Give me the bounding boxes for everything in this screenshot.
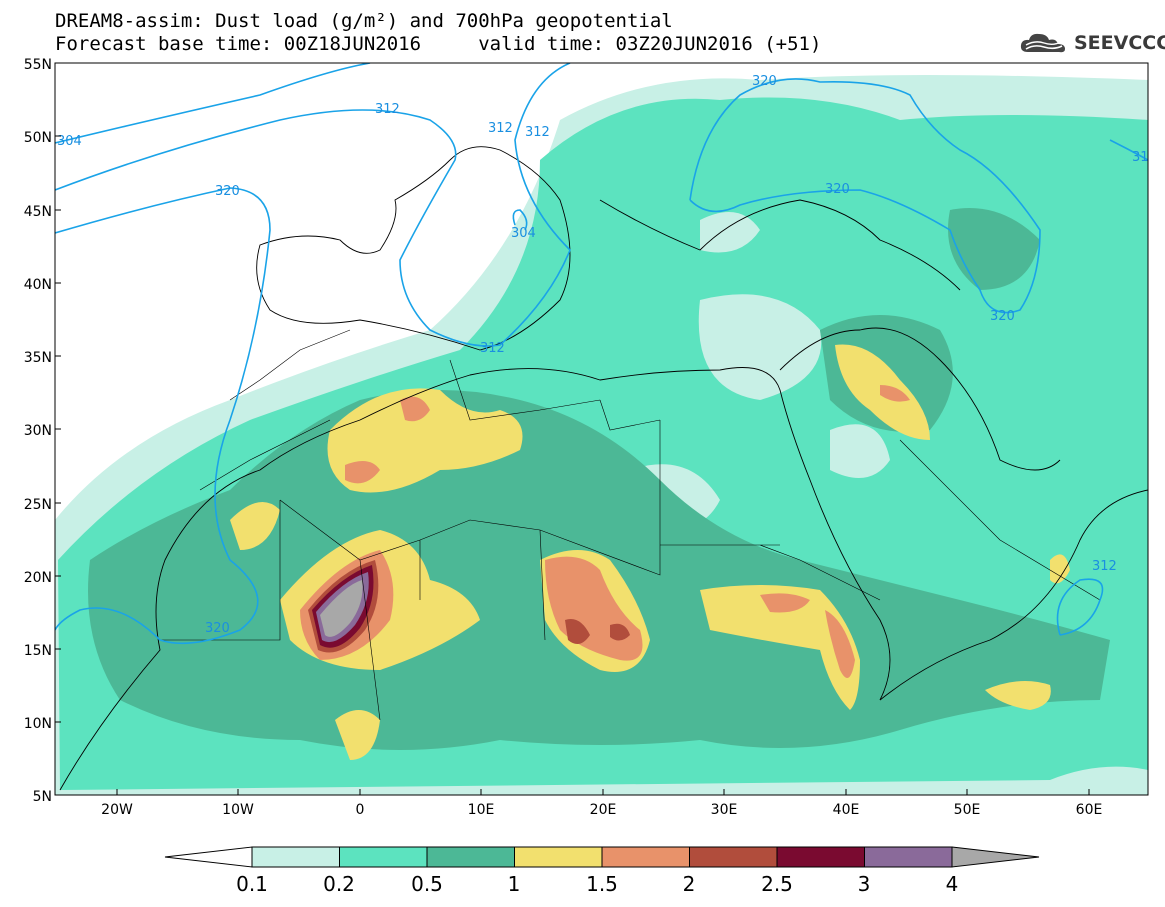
contour-label: 312 xyxy=(375,102,400,117)
contour-label: 304 xyxy=(57,134,82,149)
contour-label: 320 xyxy=(825,182,850,197)
contour-label: 312 xyxy=(525,125,550,140)
colorbar: 0.1 0.2 0.5 1 1.5 2 2.5 3 4 xyxy=(164,846,1040,896)
contour-label: 320 xyxy=(205,621,230,636)
colorbar-label: 0.1 xyxy=(236,872,268,896)
colorbar-segment xyxy=(426,846,515,868)
colorbar-segment xyxy=(776,846,865,868)
colorbar-left-arrow xyxy=(164,846,253,868)
coastlines xyxy=(59,146,1148,791)
colorbar-label: 2 xyxy=(683,872,696,896)
lat-label: 50N xyxy=(24,130,52,146)
seevccc-logo: SEEVCCC xyxy=(1018,30,1165,56)
colorbar-segment xyxy=(601,846,690,868)
latitude-axis: 55N 50N 45N 40N 35N 30N 25N 20N 15N 10N … xyxy=(24,57,61,805)
colorbar-segment xyxy=(514,846,603,868)
contour-label: 320 xyxy=(752,74,777,89)
lon-label: 10W xyxy=(222,802,254,818)
lon-label: 10E xyxy=(468,802,495,818)
colorbar-right-arrow xyxy=(951,846,1040,868)
lat-label: 40N xyxy=(24,277,52,293)
contour-label: 312 xyxy=(480,341,505,356)
map-subtitle: Forecast base time: 00Z18JUN2016 valid t… xyxy=(55,33,822,55)
lon-label: 0 xyxy=(356,802,365,818)
lat-label: 10N xyxy=(24,716,52,732)
lat-label: 35N xyxy=(24,350,52,366)
colorbar-label: 2.5 xyxy=(761,872,793,896)
lat-label: 30N xyxy=(24,423,52,439)
contour-label: 312 xyxy=(488,121,513,136)
colorbar-label: 0.2 xyxy=(323,872,355,896)
contour-label: 320 xyxy=(215,184,240,199)
colorbar-segment xyxy=(689,846,778,868)
colorbar-label: 4 xyxy=(946,872,959,896)
logo-text: SEEVCCC xyxy=(1074,32,1165,54)
map-title: DREAM8-assim: Dust load (g/m²) and 700hP… xyxy=(55,10,673,32)
lon-label: 20W xyxy=(101,802,133,818)
lon-label: 40E xyxy=(833,802,860,818)
contour-label: 304 xyxy=(511,226,536,241)
colorbar-label: 3 xyxy=(858,872,871,896)
lon-label: 30E xyxy=(711,802,738,818)
lat-label: 15N xyxy=(24,643,52,659)
colorbar-segment xyxy=(864,846,953,868)
geopotential-contours xyxy=(55,63,1148,645)
colorbar-label: 0.5 xyxy=(411,872,443,896)
lat-label: 25N xyxy=(24,497,52,513)
contour-label: 320 xyxy=(990,309,1015,324)
colorbar-segment xyxy=(339,846,428,868)
contour-labels: 304 312 320 312 304 312 312 320 320 320 … xyxy=(57,74,1149,636)
contour-label: 31 xyxy=(1132,150,1149,165)
cloud-icon xyxy=(1020,33,1065,53)
colorbar-label: 1 xyxy=(508,872,521,896)
colorbar-segment xyxy=(251,846,340,868)
lat-label: 20N xyxy=(24,570,52,586)
lat-label: 45N xyxy=(24,204,52,220)
dust-field xyxy=(55,63,1148,795)
colorbar-label: 1.5 xyxy=(586,872,618,896)
lon-label: 60E xyxy=(1076,802,1103,818)
lat-label: 55N xyxy=(24,57,52,73)
lon-label: 50E xyxy=(954,802,981,818)
longitude-axis: 20W 10W 0 10E 20E 30E 40E 50E 60E xyxy=(101,789,1102,818)
lon-label: 20E xyxy=(590,802,617,818)
lat-label: 5N xyxy=(33,789,52,805)
contour-label: 312 xyxy=(1092,559,1117,574)
